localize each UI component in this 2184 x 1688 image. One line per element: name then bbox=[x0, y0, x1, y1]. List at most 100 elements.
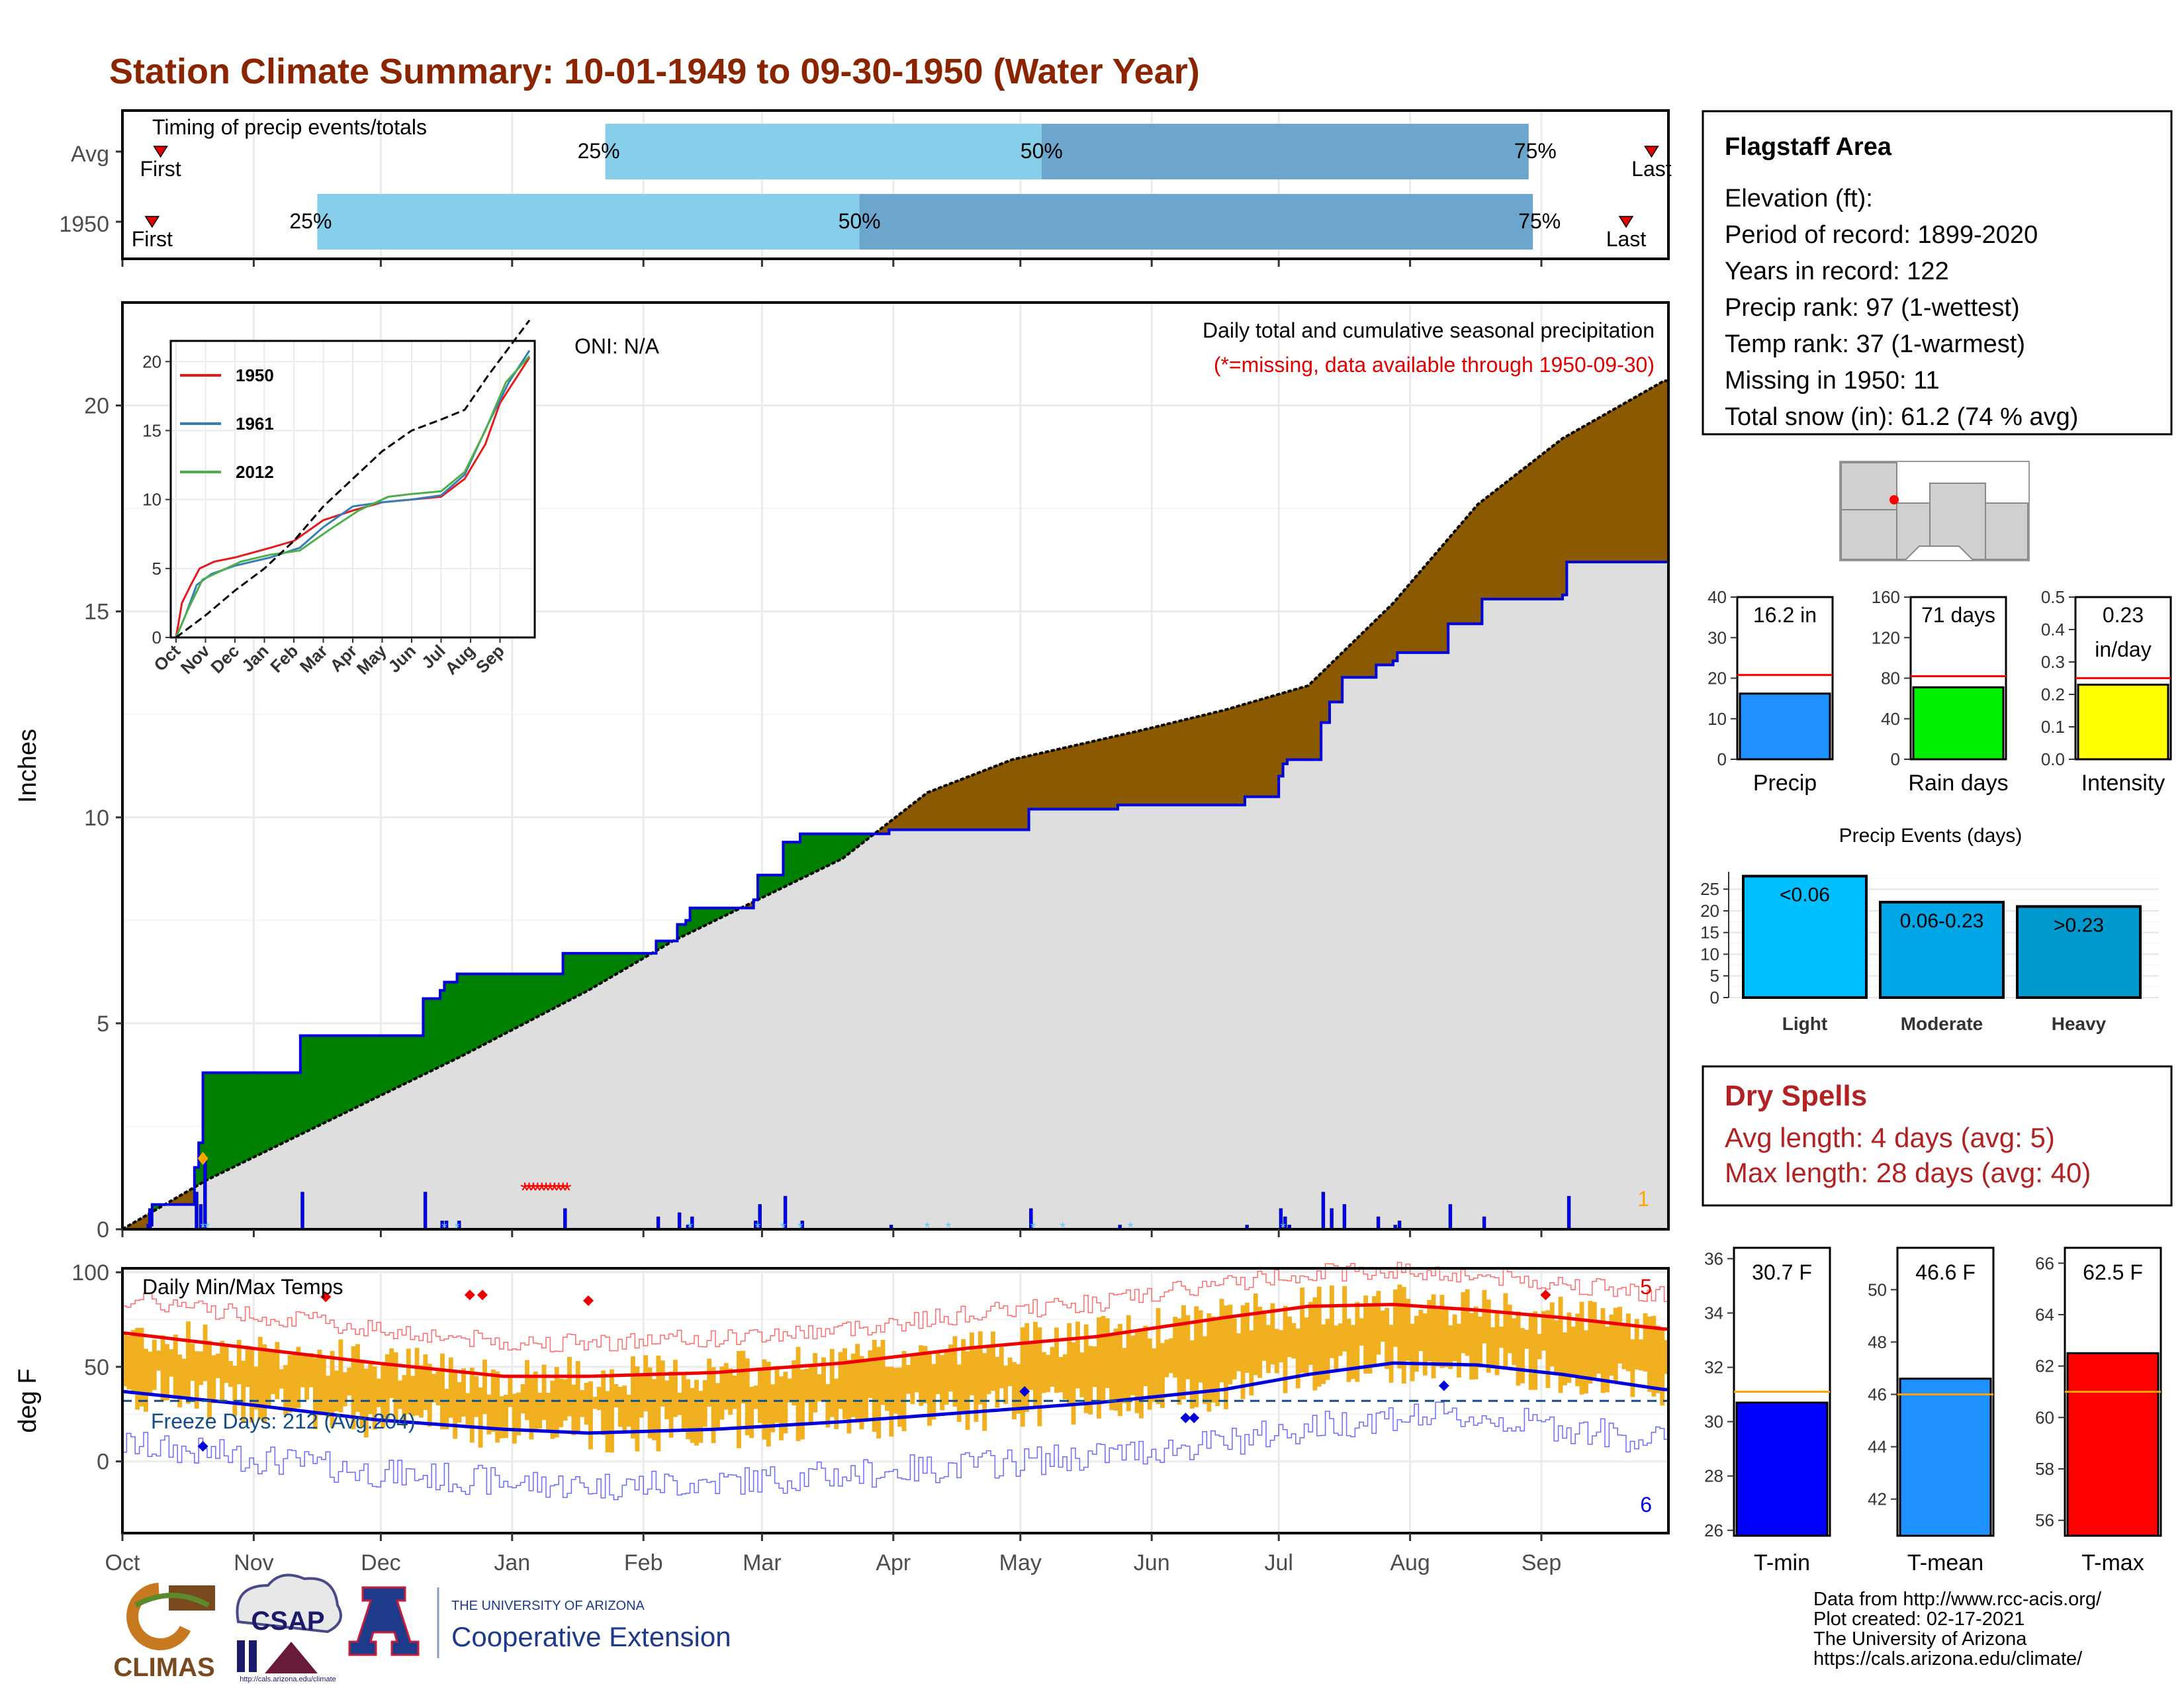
daily-temp-range-bar bbox=[262, 1344, 267, 1423]
daily-temp-range-bar bbox=[173, 1335, 178, 1399]
daily-temp-range-bar bbox=[864, 1361, 868, 1423]
deficit-area bbox=[1083, 741, 1089, 810]
daily-temp-range-bar bbox=[486, 1394, 492, 1434]
deficit-area bbox=[1036, 752, 1042, 810]
deficit-area bbox=[1202, 714, 1207, 806]
y-tick-label: 60 bbox=[2035, 1407, 2054, 1427]
deficit-area bbox=[1147, 727, 1152, 806]
daily-temp-range-bar bbox=[1325, 1319, 1330, 1380]
daily-temp-range-bar bbox=[1621, 1323, 1627, 1370]
y-tick-label: 0.2 bbox=[2041, 684, 2065, 704]
daily-temp-range-bar bbox=[1486, 1299, 1491, 1373]
daily-temp-range-bar bbox=[1071, 1342, 1076, 1425]
y-tick-label: 160 bbox=[1872, 587, 1900, 607]
daily-temp-range-bar bbox=[1152, 1348, 1157, 1403]
daily-temp-range-bar bbox=[1300, 1287, 1305, 1373]
daily-temp-range-bar bbox=[626, 1395, 631, 1427]
temp-bar-chart-t-max: 62.5 F 56 58 60 62 64 66 T-max bbox=[2035, 1246, 2162, 1575]
daily-temp-range-bar bbox=[749, 1386, 754, 1438]
y-tick-label: 34 bbox=[1704, 1303, 1723, 1323]
daily-temp-range-bar bbox=[1584, 1330, 1588, 1394]
daily-temp-range-bar bbox=[398, 1380, 402, 1409]
deficit-area bbox=[1388, 602, 1394, 666]
daily-temp-range-bar bbox=[508, 1375, 513, 1407]
daily-temp-range-bar bbox=[1512, 1318, 1517, 1366]
y-tick-label: 15 bbox=[84, 600, 109, 625]
deficit-area bbox=[1045, 750, 1051, 810]
daily-temp-range-bar bbox=[537, 1392, 543, 1429]
daily-temp-range-bar bbox=[1287, 1317, 1292, 1358]
deficit-area bbox=[1329, 660, 1334, 703]
daily-temp-range-bar bbox=[1427, 1299, 1432, 1362]
quartile-bar-q25-q50 bbox=[605, 124, 1042, 179]
legend-label: 2012 bbox=[236, 462, 274, 482]
daily-precip-bar bbox=[148, 1208, 152, 1230]
deficit-area bbox=[1380, 610, 1385, 666]
daily-precip-bar bbox=[1482, 1216, 1486, 1230]
daily-temp-range-bar bbox=[495, 1371, 500, 1443]
surplus-area bbox=[279, 1072, 284, 1146]
daily-temp-range-bar bbox=[1261, 1310, 1267, 1361]
small-bar-chart-intensity: 0.23 in/day 0.0 0.1 0.2 0.3 0.4 0.5 Intensity bbox=[2041, 587, 2172, 796]
surplus-area bbox=[528, 973, 534, 1022]
value-label: 71 days bbox=[1921, 603, 1995, 627]
daily-temp-range-bar bbox=[393, 1352, 398, 1423]
deficit-area bbox=[927, 790, 932, 830]
first-event-marker bbox=[144, 216, 160, 228]
y-tick-label: 15 bbox=[1700, 923, 1719, 943]
daily-temp-range-bar bbox=[1431, 1294, 1436, 1379]
deficit-area bbox=[1041, 751, 1046, 810]
surplus-area bbox=[249, 1072, 254, 1160]
daily-temp-range-bar bbox=[944, 1352, 949, 1405]
deficit-area bbox=[1613, 406, 1618, 563]
temp-bar-chart-t-min: 30.7 F 26 28 30 32 34 36 T-min bbox=[1704, 1246, 1831, 1575]
daily-temp-range-bar bbox=[1088, 1346, 1093, 1415]
y-tick-label: 5 bbox=[97, 1011, 109, 1037]
deficit-area bbox=[944, 784, 949, 830]
daily-temp-range-bar bbox=[546, 1393, 551, 1431]
deficit-area bbox=[1096, 739, 1101, 810]
event-category-label: Light bbox=[1782, 1013, 1827, 1034]
deficit-area bbox=[1105, 737, 1110, 810]
trace-marker: * bbox=[687, 1219, 693, 1236]
daily-temp-range-bar bbox=[897, 1367, 903, 1427]
record-high-marker bbox=[1540, 1289, 1551, 1301]
daily-temp-range-bar bbox=[1588, 1301, 1593, 1384]
surplus-area bbox=[600, 953, 606, 984]
y-tick-label: 25 bbox=[1700, 879, 1719, 899]
min-record-count: 6 bbox=[1640, 1493, 1652, 1517]
deficit-area bbox=[1367, 623, 1373, 678]
daily-temp-range-bar bbox=[368, 1364, 373, 1415]
surplus-area bbox=[537, 973, 543, 1017]
deficit-area bbox=[1634, 395, 1639, 563]
x-tick-label: Dec bbox=[361, 1550, 400, 1575]
daily-temp-range-bar bbox=[617, 1386, 623, 1427]
y-tick-label: 0 bbox=[1717, 749, 1727, 769]
deficit-area bbox=[1291, 688, 1297, 761]
deficit-area bbox=[1587, 421, 1593, 563]
quartile-bar-q50-q75 bbox=[1041, 124, 1529, 179]
surplus-area bbox=[554, 973, 559, 1009]
deficit-area bbox=[1431, 553, 1436, 653]
daily-temp-range-bar bbox=[1194, 1306, 1199, 1407]
daily-temp-range-bar bbox=[711, 1367, 716, 1444]
daily-temp-range-bar bbox=[381, 1362, 386, 1429]
ua-logo-letter: A bbox=[384, 1628, 385, 1630]
daily-temp-range-bar bbox=[753, 1385, 758, 1409]
missing-day-marker: * bbox=[525, 1178, 533, 1203]
daily-temp-range-bar bbox=[1130, 1335, 1136, 1395]
first-label: First bbox=[140, 157, 181, 181]
deficit-area bbox=[923, 792, 928, 830]
inset-y-tick-label: 5 bbox=[152, 559, 161, 579]
daily-temp-range-bar bbox=[1283, 1305, 1288, 1393]
deficit-area bbox=[1160, 724, 1165, 806]
daily-temp-range-bar bbox=[1279, 1330, 1284, 1363]
deficit-area bbox=[1032, 753, 1038, 810]
deficit-area bbox=[1545, 447, 1551, 600]
daily-temp-range-bar bbox=[1198, 1310, 1203, 1383]
daily-temp-range-bar bbox=[931, 1364, 936, 1420]
daily-temp-range-bar bbox=[342, 1372, 347, 1407]
daily-temp-range-bar bbox=[601, 1370, 606, 1435]
surplus-area bbox=[257, 1072, 263, 1156]
surplus-area bbox=[596, 953, 602, 986]
